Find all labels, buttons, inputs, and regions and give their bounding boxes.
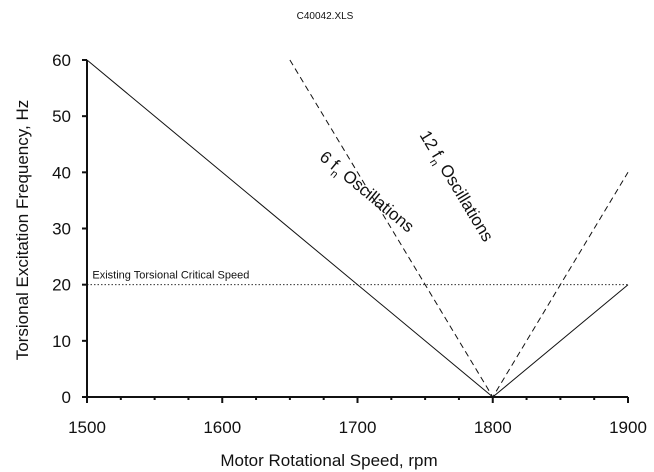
- y-tick-label: 0: [62, 388, 71, 407]
- annotation-6fn-tail: Oscillations: [335, 163, 418, 236]
- y-tick-label: 40: [52, 163, 71, 182]
- annotation-12fn-main: 12 f: [416, 127, 447, 161]
- y-tick-label: 10: [52, 332, 71, 351]
- annotation-6fn: 6 fn Oscillations: [313, 147, 417, 239]
- annotation-12fn-tail: Oscillations: [434, 157, 498, 245]
- y-tick-label: 30: [52, 220, 71, 239]
- x-tick-label: 1900: [609, 418, 647, 437]
- annotation-critical-speed: Existing Torsional Critical Speed: [92, 270, 249, 282]
- x-tick-label: 1800: [474, 418, 512, 437]
- annotation-12fn: 12 fn Oscillations: [412, 127, 497, 247]
- x-tick-label: 1700: [339, 418, 377, 437]
- y-tick-label: 20: [52, 276, 71, 295]
- series-line-2: [289, 59, 629, 398]
- y-tick-label: 60: [52, 51, 71, 70]
- y-axis: 0 10 20 30 40 50 60: [52, 51, 88, 407]
- x-axis: 1500 1600 1700 1800 1900: [68, 396, 647, 437]
- y-tick-label: 50: [52, 107, 71, 126]
- x-tick-label: 1600: [203, 418, 241, 437]
- y-axis-title: Torsional Excitation Frequency, Hz: [13, 100, 32, 360]
- annotation-12fn-sub: n: [427, 157, 440, 168]
- chart-title: C40042.XLS: [297, 11, 354, 22]
- x-axis-title: Motor Rotational Speed, rpm: [220, 451, 437, 470]
- series-line-1: [86, 59, 629, 398]
- plot-area: [86, 59, 629, 398]
- x-tick-label: 1500: [68, 418, 106, 437]
